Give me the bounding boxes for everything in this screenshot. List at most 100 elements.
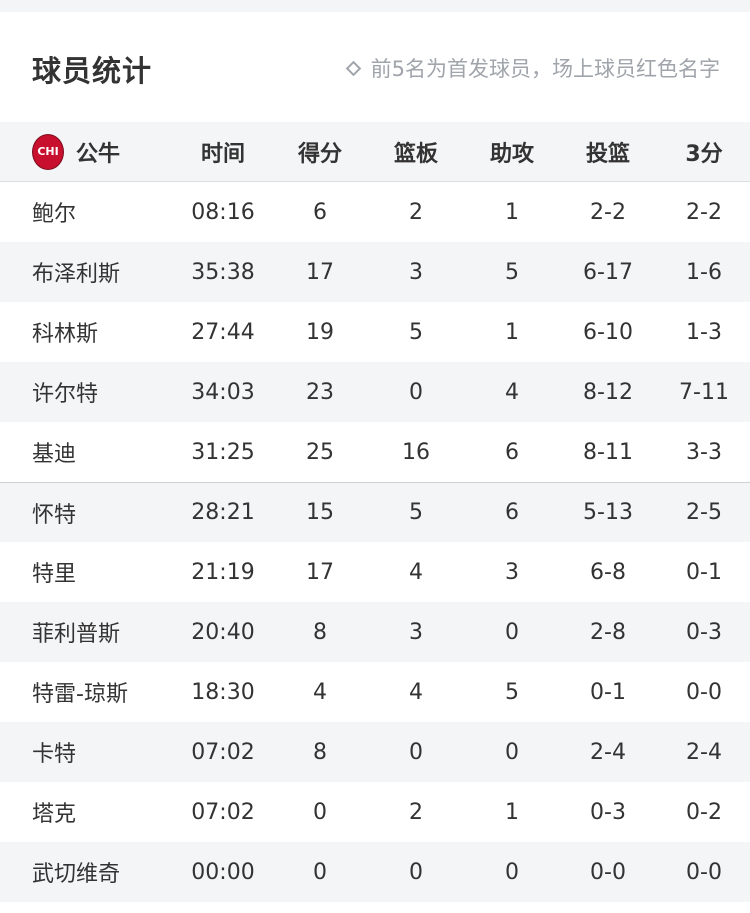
player-name[interactable]: 菲利普斯 — [32, 622, 121, 647]
cell-three-pointers: 0-1 — [686, 559, 722, 585]
cell-field-goals: 8-12 — [583, 379, 633, 405]
cell-assists: 4 — [505, 379, 519, 405]
cell-three-pointers: 0-2 — [686, 799, 722, 825]
player-name[interactable]: 塔克 — [32, 802, 77, 827]
table-row[interactable]: 怀特 28:21 15 5 6 5-13 2-5 — [0, 482, 750, 542]
cell-assists: 1 — [505, 319, 519, 345]
cell-three-pointers: 3-3 — [686, 439, 722, 465]
section-title: 球员统计 — [32, 54, 153, 88]
table-row[interactable]: 鲍尔 08:16 6 2 1 2-2 2-2 — [0, 182, 750, 242]
cell-rebounds: 2 — [409, 199, 423, 225]
cell-field-goals: 6-8 — [590, 559, 626, 585]
cell-assists: 6 — [505, 500, 519, 525]
cell-time: 08:16 — [191, 199, 255, 225]
cell-assists: 0 — [505, 739, 519, 765]
cell-field-goals: 6-10 — [583, 319, 633, 345]
player-name[interactable]: 布泽利斯 — [32, 262, 121, 287]
player-name[interactable]: 许尔特 — [32, 382, 99, 407]
cell-field-goals: 2-2 — [590, 199, 626, 225]
cell-three-pointers: 1-3 — [686, 319, 722, 345]
cell-time: 00:00 — [191, 859, 255, 885]
cell-points: 17 — [306, 259, 334, 285]
cell-three-pointers: 0-3 — [686, 619, 722, 645]
player-name[interactable]: 武切维奇 — [32, 862, 121, 887]
cell-points: 25 — [306, 439, 334, 465]
table-row[interactable]: 科林斯 27:44 19 5 1 6-10 1-3 — [0, 302, 750, 362]
cell-three-pointers: 2-4 — [686, 739, 722, 765]
table-row[interactable]: 卡特 07:02 8 0 0 2-4 2-4 — [0, 722, 750, 782]
cell-three-pointers: 0-0 — [686, 679, 722, 705]
player-name[interactable]: 鲍尔 — [32, 202, 77, 227]
cell-rebounds: 0 — [409, 739, 423, 765]
cell-points: 8 — [313, 739, 327, 765]
team-logo: CHI — [32, 133, 64, 170]
player-stats-table: CHI 公牛 时间 得分 篮板 助攻 投篮 3分 鲍尔 08:16 6 2 1 2-2 2-… — [0, 122, 750, 902]
cell-time: 21:19 — [191, 559, 255, 585]
cell-field-goals: 2-8 — [590, 619, 626, 645]
cell-three-pointers: 7-11 — [679, 379, 729, 405]
cell-field-goals: 0-0 — [590, 859, 626, 885]
cell-points: 19 — [306, 319, 334, 345]
player-name[interactable]: 科林斯 — [32, 322, 99, 347]
table-header: CHI 公牛 时间 得分 篮板 助攻 投篮 3分 — [0, 122, 750, 182]
cell-rebounds: 5 — [409, 319, 423, 345]
player-name[interactable]: 怀特 — [32, 502, 77, 528]
table-row[interactable]: 基迪 31:25 25 16 6 8-11 3-3 — [0, 422, 750, 482]
col-header-assists[interactable]: 助攻 — [489, 141, 535, 167]
cell-assists: 3 — [505, 559, 519, 585]
cell-assists: 5 — [505, 259, 519, 285]
cell-rebounds: 3 — [409, 619, 423, 645]
cell-three-pointers: 2-5 — [686, 500, 722, 525]
cell-points: 17 — [306, 559, 334, 585]
cell-rebounds: 5 — [409, 500, 423, 525]
player-name[interactable]: 基迪 — [32, 442, 77, 467]
cell-points: 4 — [313, 679, 327, 705]
cell-assists: 1 — [505, 799, 519, 825]
cell-points: 0 — [313, 799, 327, 825]
table-row[interactable]: 布泽利斯 35:38 17 3 5 6-17 1-6 — [0, 242, 750, 302]
cell-time: 31:25 — [191, 439, 255, 465]
table-row[interactable]: 菲利普斯 20:40 8 3 0 2-8 0-3 — [0, 602, 750, 662]
cell-field-goals: 0-1 — [590, 679, 626, 705]
cell-assists: 1 — [505, 199, 519, 225]
cell-points: 23 — [306, 379, 334, 405]
table-row[interactable]: 武切维奇 00:00 0 0 0 0-0 0-0 — [0, 842, 750, 902]
cell-three-pointers: 1-6 — [686, 259, 722, 285]
cell-points: 0 — [313, 859, 327, 885]
cell-time: 07:02 — [191, 799, 255, 825]
cell-field-goals: 2-4 — [590, 739, 626, 765]
cell-time: 18:30 — [191, 679, 255, 705]
cell-time: 34:03 — [191, 379, 255, 405]
cell-three-pointers: 2-2 — [686, 199, 722, 225]
col-header-time[interactable]: 时间 — [200, 141, 246, 167]
team-cell: CHI 公牛 — [0, 133, 175, 170]
team-name: 公牛 — [76, 141, 121, 167]
col-header-rebounds[interactable]: 篮板 — [393, 141, 439, 167]
col-header-field-goals[interactable]: 投篮 — [585, 141, 631, 167]
starter-note: 前5名为首发球员，场上球员红色名字 — [345, 53, 720, 83]
cell-field-goals: 6-17 — [583, 259, 633, 285]
cell-field-goals: 5-13 — [583, 500, 633, 525]
player-name[interactable]: 卡特 — [32, 742, 77, 767]
starter-note-text: 前5名为首发球员，场上球员红色名字 — [370, 57, 720, 81]
cell-rebounds: 3 — [409, 259, 423, 285]
col-header-three-pointers[interactable]: 3分 — [685, 141, 723, 167]
cell-assists: 0 — [505, 619, 519, 645]
cell-rebounds: 0 — [409, 379, 423, 405]
cell-rebounds: 4 — [409, 679, 423, 705]
table-row[interactable]: 特雷-琼斯 18:30 4 4 5 0-1 0-0 — [0, 662, 750, 722]
cell-assists: 5 — [505, 679, 519, 705]
player-name[interactable]: 特雷-琼斯 — [32, 682, 128, 707]
cell-three-pointers: 0-0 — [686, 859, 722, 885]
cell-time: 35:38 — [191, 259, 255, 285]
cell-assists: 0 — [505, 859, 519, 885]
table-row[interactable]: 特里 21:19 17 4 3 6-8 0-1 — [0, 542, 750, 602]
cell-field-goals: 8-11 — [583, 439, 633, 465]
table-row[interactable]: 许尔特 34:03 23 0 4 8-12 7-11 — [0, 362, 750, 422]
top-divider-strip — [0, 0, 750, 12]
player-name[interactable]: 特里 — [32, 562, 77, 587]
col-header-points[interactable]: 得分 — [297, 141, 343, 167]
table-row[interactable]: 塔克 07:02 0 2 1 0-3 0-2 — [0, 782, 750, 842]
cell-time: 07:02 — [191, 739, 255, 765]
cell-time: 27:44 — [191, 319, 255, 345]
